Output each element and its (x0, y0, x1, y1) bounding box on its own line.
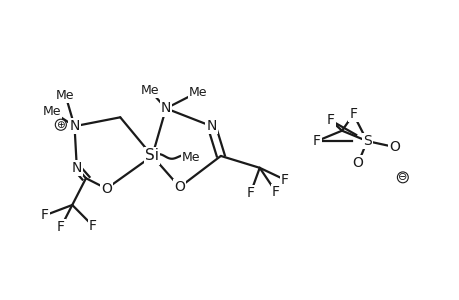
Text: Si: Si (145, 148, 159, 164)
Text: F: F (41, 208, 49, 222)
Text: Me: Me (181, 151, 200, 164)
Text: F: F (312, 134, 320, 148)
Text: N: N (72, 161, 82, 175)
Text: F: F (246, 186, 254, 200)
Text: F: F (89, 219, 97, 233)
Text: Me: Me (140, 84, 159, 97)
Text: O: O (101, 182, 112, 196)
Text: O: O (388, 140, 399, 154)
Text: S: S (362, 134, 371, 148)
Text: ⊕: ⊕ (56, 120, 65, 130)
Text: F: F (326, 113, 334, 127)
Text: Me: Me (56, 88, 74, 101)
Text: F: F (349, 107, 357, 121)
Text: F: F (57, 220, 65, 234)
Text: O: O (352, 156, 363, 170)
Text: ⊖: ⊖ (397, 172, 407, 182)
Text: F: F (280, 173, 288, 187)
Text: N: N (161, 101, 171, 116)
Text: O: O (352, 156, 363, 170)
Text: O: O (174, 180, 185, 194)
Text: N: N (206, 119, 217, 133)
Text: F: F (271, 184, 279, 199)
Text: Me: Me (188, 85, 207, 98)
Text: Me: Me (42, 105, 61, 118)
Text: N: N (69, 119, 79, 133)
